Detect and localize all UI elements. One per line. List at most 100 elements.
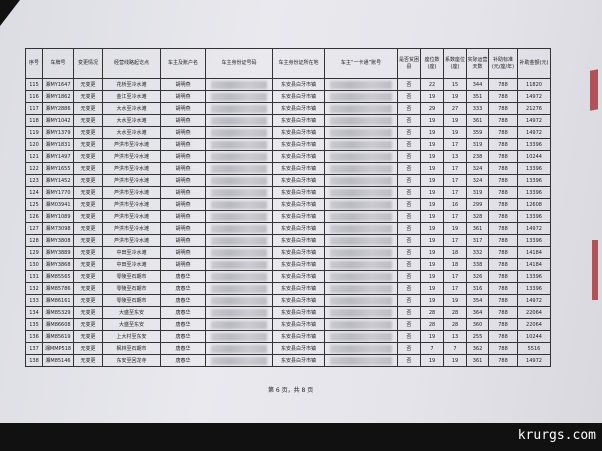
table-cell: 127: [25, 222, 43, 235]
table-cell: 28: [420, 306, 444, 319]
table-cell: 788: [488, 330, 518, 343]
table-cell: 19: [420, 114, 444, 127]
table-cell: 大水至冷水滩: [102, 114, 161, 127]
table-cell: 胡明燕: [160, 234, 206, 247]
table-cell: 19: [443, 90, 467, 103]
table-cell: 东安县白牙市镇: [272, 186, 325, 199]
redacted-cell: [324, 198, 398, 211]
table-cell: 788: [488, 270, 518, 283]
table-cell: 120: [25, 138, 43, 151]
redacted-cell: [324, 126, 398, 139]
table-cell: 唐春华: [160, 294, 206, 307]
table-cell: 湘MY1831: [42, 138, 74, 151]
table-cell: 无变更: [73, 222, 103, 235]
redacted-cell: [205, 234, 273, 247]
table-cell: 芦洪市至冷水滩: [102, 210, 161, 223]
table-cell: 无变更: [73, 270, 103, 283]
table-cell: 19: [420, 258, 444, 271]
table-cell: 湘M73098: [42, 222, 74, 235]
table-cell: 116: [25, 90, 43, 103]
redacted-cell: [324, 114, 398, 127]
redacted-cell: [324, 282, 398, 295]
table-cell: 364: [466, 306, 489, 319]
blur-mask: [330, 344, 392, 353]
table-cell: 东安县白牙市镇: [272, 102, 325, 115]
table-cell: 无变更: [73, 246, 103, 259]
table-cell: 否: [397, 150, 421, 163]
table-cell: 东安县白牙市镇: [272, 258, 325, 271]
redacted-cell: [205, 90, 273, 103]
table-cell: 湘MY1497: [42, 150, 74, 163]
table-cell: 316: [466, 282, 489, 295]
table-cell: 5516: [517, 342, 551, 355]
table-cell: 13396: [517, 234, 551, 247]
blur-mask: [330, 320, 392, 329]
redacted-cell: [324, 246, 398, 259]
table-cell: 否: [397, 270, 421, 283]
table-cell: 唐春华: [160, 306, 206, 319]
table-cell: 否: [397, 246, 421, 259]
table-cell: 13: [443, 330, 467, 343]
table-cell: 东安县白牙市镇: [272, 282, 325, 295]
table-cell: 361: [466, 222, 489, 235]
table-cell: 无变更: [73, 318, 103, 331]
blur-mask: [210, 332, 268, 341]
table-cell: 13396: [517, 162, 551, 175]
table-cell: 胡明燕: [160, 78, 206, 91]
table-cell: 否: [397, 354, 421, 367]
table-cell: 21276: [517, 102, 551, 115]
blur-mask: [210, 248, 268, 257]
table-cell: 14972: [517, 114, 551, 127]
table-cell: 湘MY3808: [42, 234, 74, 247]
table-cell: 14972: [517, 222, 551, 235]
table-cell: 788: [488, 90, 518, 103]
table-row: 137 湘MMP518 无变更 枫林至石期市 唐春华 东安县白牙市镇否 7 7 362 788 55…: [25, 342, 551, 355]
redacted-cell: [205, 102, 273, 115]
table-cell: 东安至回龙寺: [102, 354, 161, 367]
table-cell: 唐春华: [160, 282, 206, 295]
table-cell: 无变更: [73, 342, 103, 355]
table-cell: 湘M85329: [42, 306, 74, 319]
table-cell: 118: [25, 114, 43, 127]
redacted-cell: [205, 186, 273, 199]
table-row: 118 湘MY1042 无变更 大水至冷水滩 胡明燕 东安县白牙市镇否 19 19 361 788…: [25, 114, 551, 127]
blur-mask: [210, 80, 268, 89]
table-cell: 788: [488, 126, 518, 139]
blur-mask: [210, 272, 268, 281]
blur-mask: [210, 224, 268, 233]
table-cell: 无变更: [73, 90, 103, 103]
redacted-cell: [324, 150, 398, 163]
table-cell: 22: [420, 78, 444, 91]
table-row: 127 湘M73098 无变更 芦洪市至冷水滩 胡明燕 东安县白牙市镇否 19 19 361 78…: [25, 222, 551, 235]
table-cell: 19: [420, 162, 444, 175]
table-cell: 东安县白牙市镇: [272, 234, 325, 247]
table-cell: 137: [25, 342, 43, 355]
table-cell: 否: [397, 258, 421, 271]
table-cell: 胡明燕: [160, 186, 206, 199]
watermark: krurgs.com: [517, 428, 596, 443]
table-cell: 131: [25, 270, 43, 283]
table-cell: 湘M03941: [42, 198, 74, 211]
table-cell: 芦洪市至冷水滩: [102, 234, 161, 247]
blur-mask: [330, 80, 392, 89]
table-cell: 354: [466, 294, 489, 307]
table-cell: 湘MMP518: [42, 342, 74, 355]
redacted-cell: [205, 126, 273, 139]
table-cell: 胡明燕: [160, 90, 206, 103]
table-cell: 否: [397, 282, 421, 295]
table-cell: 湘MY1647: [42, 78, 74, 91]
table-cell: 19: [420, 150, 444, 163]
table-cell: 否: [397, 318, 421, 331]
table-cell: 否: [397, 174, 421, 187]
table-cell: 19: [443, 114, 467, 127]
column-header: 车主“一卡通”账号: [324, 48, 398, 79]
table-cell: 788: [488, 258, 518, 271]
table-cell: 中田至冷水滩: [102, 258, 161, 271]
table-cell: 133: [25, 294, 43, 307]
redacted-cell: [324, 222, 398, 235]
table-cell: 22064: [517, 306, 551, 319]
redacted-cell: [205, 78, 273, 91]
table-row: 116 湘MY1862 无变更 金江至冷水滩 胡明燕 东安县白牙市镇否 19 19 351 788…: [25, 90, 551, 103]
red-stamp-mark: [590, 69, 598, 111]
table-row: 123 湘MY1452 无变更 芦洪市至冷水滩 胡明燕 东安县白牙市镇 否 19 17 324 78…: [25, 174, 551, 187]
